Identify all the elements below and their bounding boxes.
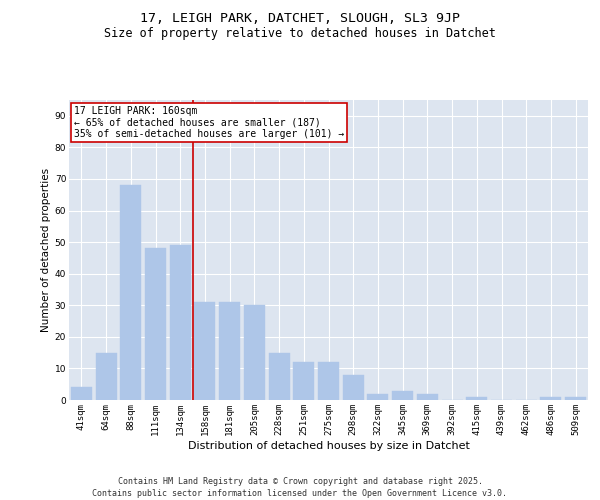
Bar bbox=[541, 397, 562, 400]
Text: 17 LEIGH PARK: 160sqm
← 65% of detached houses are smaller (187)
35% of semi-det: 17 LEIGH PARK: 160sqm ← 65% of detached … bbox=[74, 106, 344, 139]
Y-axis label: Number of detached properties: Number of detached properties bbox=[41, 168, 50, 332]
Bar bbox=[71, 388, 92, 400]
Bar bbox=[219, 302, 240, 400]
Bar bbox=[269, 352, 290, 400]
Bar bbox=[318, 362, 339, 400]
X-axis label: Distribution of detached houses by size in Datchet: Distribution of detached houses by size … bbox=[188, 440, 469, 450]
Text: Contains HM Land Registry data © Crown copyright and database right 2025.
Contai: Contains HM Land Registry data © Crown c… bbox=[92, 476, 508, 498]
Bar bbox=[120, 186, 141, 400]
Text: 17, LEIGH PARK, DATCHET, SLOUGH, SL3 9JP: 17, LEIGH PARK, DATCHET, SLOUGH, SL3 9JP bbox=[140, 12, 460, 26]
Bar bbox=[417, 394, 438, 400]
Bar bbox=[293, 362, 314, 400]
Bar bbox=[392, 390, 413, 400]
Text: Size of property relative to detached houses in Datchet: Size of property relative to detached ho… bbox=[104, 28, 496, 40]
Bar bbox=[244, 306, 265, 400]
Bar bbox=[170, 246, 191, 400]
Bar bbox=[95, 352, 116, 400]
Bar bbox=[565, 397, 586, 400]
Bar bbox=[367, 394, 388, 400]
Bar bbox=[343, 374, 364, 400]
Bar bbox=[194, 302, 215, 400]
Bar bbox=[145, 248, 166, 400]
Bar bbox=[466, 397, 487, 400]
